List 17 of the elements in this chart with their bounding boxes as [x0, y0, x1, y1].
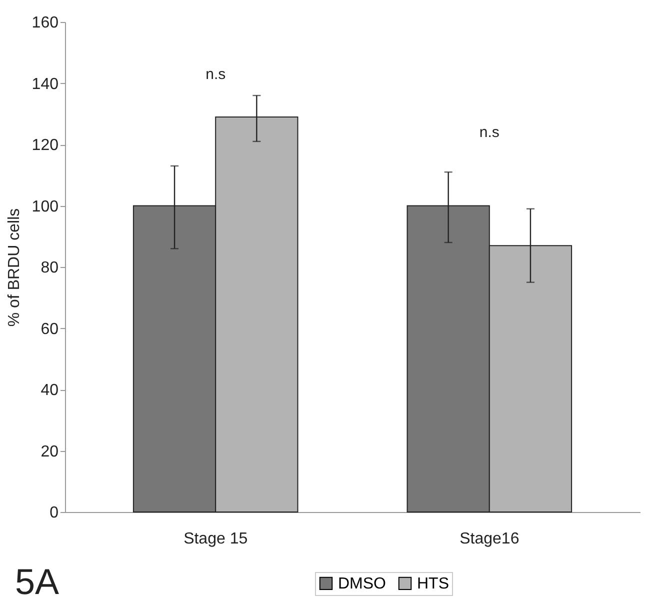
y-axis-title: % of BRDU cells [6, 208, 23, 327]
y-tick-label: 140 [32, 76, 59, 93]
y-tick-label: 100 [32, 198, 59, 216]
annotation: n.s [206, 66, 226, 83]
x-tick-label: Stage16 [460, 530, 520, 548]
y-tick-label: 40 [40, 382, 59, 399]
legend-label: HTS [417, 575, 449, 592]
y-tick-label: 20 [40, 443, 59, 460]
y-tick-label: 60 [40, 320, 59, 338]
legend-label: DMSO [338, 575, 386, 592]
y-tick-label: 0 [50, 504, 59, 522]
y-tick-label: 120 [32, 137, 59, 154]
x-tick-label: Stage 15 [184, 530, 248, 548]
annotation: n.s [479, 124, 500, 141]
y-tick-label: 160 [32, 14, 59, 32]
y-tick-label: 80 [40, 260, 59, 276]
text: 5A [15, 561, 60, 602]
